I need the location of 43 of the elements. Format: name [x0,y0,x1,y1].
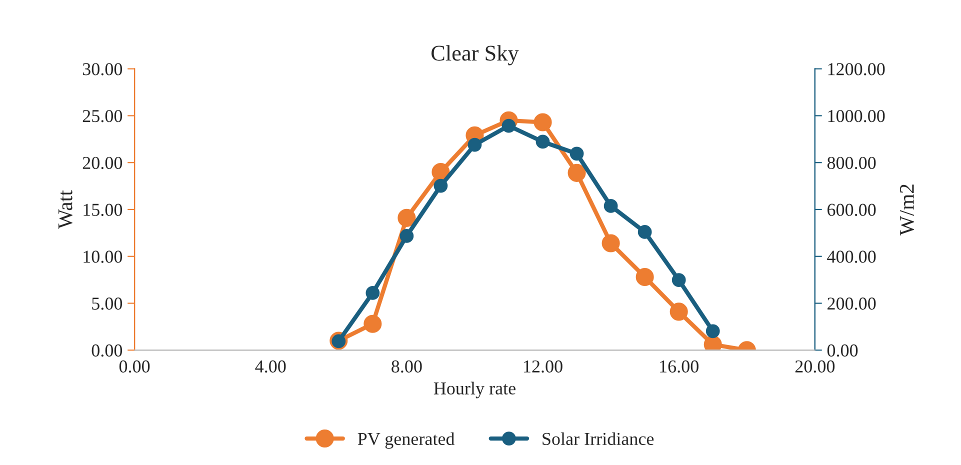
point [534,113,552,132]
y2-tick-label: 1200.00 [828,63,885,76]
y-tick-label: 15.00 [84,204,122,216]
y2-tick-label: 800.00 [827,156,876,170]
point [670,302,688,321]
x-tick-label: 4.00 [255,360,286,373]
point [672,273,686,287]
y-tick-label: 25.00 [82,110,122,122]
legend-label: PV generated [358,432,455,449]
x-tick-label: 16.00 [660,360,698,373]
y2-axis-title: W/m2 [900,184,914,236]
x-tick-label: 0.00 [119,360,150,373]
y-tick-label: 20.00 [82,156,122,170]
y-tick-label: 10.00 [84,250,122,263]
chart-title: Clear Sky [432,45,519,66]
y2-tick-label: 600.00 [828,204,876,216]
point [366,286,380,300]
point [638,225,652,239]
x-tick-label: 20.00 [795,360,835,373]
point [536,134,550,149]
point [604,199,618,213]
point [568,164,586,182]
y2-tick-label: 0.00 [827,344,858,357]
point [706,324,720,338]
point [364,314,382,333]
y2-tick-label: 400.00 [827,250,876,263]
y-axis-title: Watt [58,190,72,229]
y-tick-label: 5.00 [92,298,122,310]
point [602,234,620,252]
point [400,229,414,243]
y-tick-label: 30.00 [82,63,122,76]
y2-tick-label: 1000.00 [828,110,885,122]
y2-tick-label: 200.00 [828,298,876,310]
y-tick-label: 0.00 [92,344,122,357]
x-tick-label: 8.00 [392,360,422,373]
point [398,208,416,227]
legend-label: Solar Irridiance [542,432,654,446]
x-axis-title: Hourly rate [434,382,516,398]
point [636,268,654,286]
point [434,178,448,193]
point [468,138,482,152]
x-tick-label: 12.00 [524,360,562,373]
point [570,146,584,161]
